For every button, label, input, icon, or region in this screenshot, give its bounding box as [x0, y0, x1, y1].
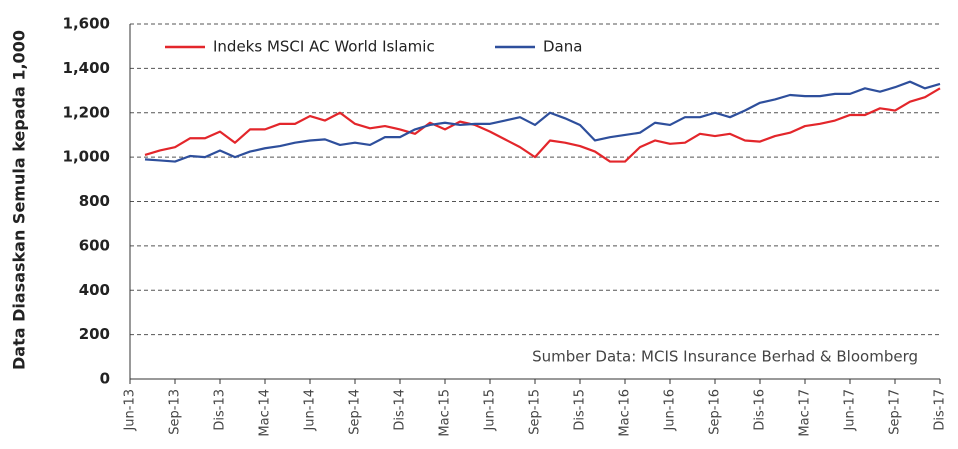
legend-label: Dana: [543, 38, 582, 56]
y-tick-label: 1,000: [63, 148, 110, 166]
y-axis-label: Data Diasaskan Semula kepada 1,000: [10, 30, 29, 370]
x-tick-label: Jun-16: [663, 389, 678, 432]
x-tick-label: Mac-16: [618, 389, 633, 437]
x-tick-label: Sep-16: [708, 389, 723, 435]
x-tick-label: Dis-15: [573, 389, 588, 431]
data-line: [144, 87, 941, 163]
y-tick-label: 0: [100, 370, 110, 388]
x-tick-label: Mac-14: [258, 389, 273, 437]
x-tick-label: Sep-14: [348, 389, 363, 435]
x-tick-label: Jun-15: [483, 389, 498, 432]
y-tick-label: 800: [79, 192, 110, 210]
x-tick-label: Dis-17: [933, 389, 948, 431]
annotation: Sumber Data: MCIS Insurance Berhad & Blo…: [532, 348, 918, 366]
y-tick-label: 400: [79, 281, 110, 299]
y-tick-label: 1,400: [63, 59, 110, 77]
x-tick-label: Mac-15: [438, 389, 453, 437]
x-tick-label: Mac-17: [798, 389, 813, 437]
x-tick-label: Jun-14: [303, 389, 318, 432]
x-tick-label: Sep-17: [888, 389, 903, 435]
y-tick-label: 600: [79, 236, 110, 254]
y-tick-label: 1,200: [63, 103, 110, 121]
x-tick-label: Sep-15: [528, 389, 543, 435]
y-tick-label: 1,600: [63, 15, 110, 33]
x-tick-label: Dis-14: [393, 389, 408, 431]
y-tick-label: 200: [79, 325, 110, 343]
x-tick-label: Jun-13: [123, 389, 138, 432]
x-tick-label: Dis-13: [213, 389, 228, 431]
x-tick-label: Dis-16: [753, 389, 768, 431]
x-tick-label: Sep-13: [168, 389, 183, 435]
legend-label: Indeks MSCI AC World Islamic: [213, 38, 435, 56]
x-tick-label: Jun-17: [843, 389, 858, 432]
data-line: [144, 80, 941, 163]
